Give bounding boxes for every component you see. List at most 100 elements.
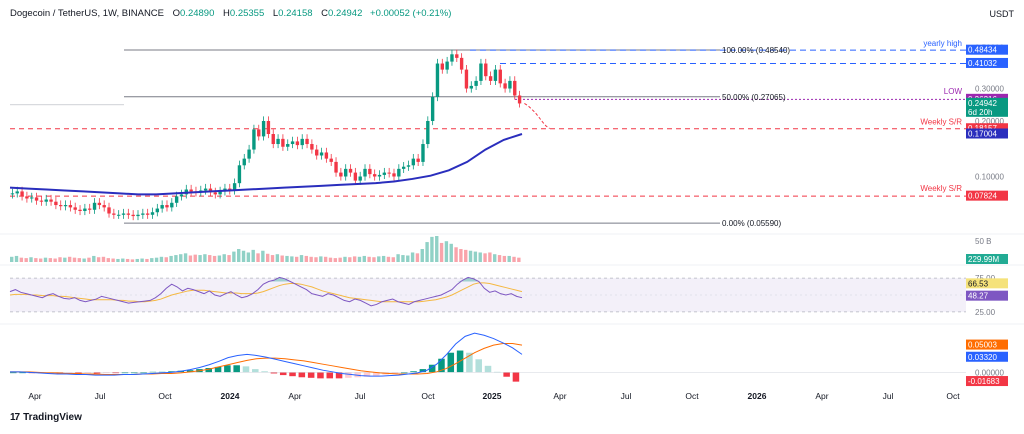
ema-line bbox=[9, 133, 523, 196]
macd-histogram-bar bbox=[224, 365, 231, 373]
signal-value-tag bbox=[966, 351, 1008, 362]
macd-histogram-bar bbox=[270, 372, 278, 374]
tradingview-logo[interactable]: 17 TradingView bbox=[10, 412, 82, 423]
volume-bar bbox=[237, 249, 241, 262]
candle-body bbox=[430, 96, 435, 121]
volume-bar bbox=[425, 242, 429, 262]
volume-bar bbox=[232, 251, 236, 262]
macd-histogram-bar bbox=[326, 372, 334, 379]
price-tag-text: 0.17004 bbox=[968, 129, 997, 138]
volume-bar bbox=[270, 255, 275, 262]
candle-body bbox=[450, 54, 454, 62]
volume-bar bbox=[502, 255, 507, 262]
macd-histogram-bar bbox=[438, 358, 445, 373]
macd-histogram-bar bbox=[428, 364, 436, 373]
candle-body bbox=[83, 208, 87, 211]
candle-body bbox=[218, 191, 222, 195]
time-tick-label: Oct bbox=[158, 391, 172, 401]
volume-bar bbox=[222, 254, 226, 262]
time-tick-label: Oct bbox=[421, 391, 435, 401]
volume-tag-text: 229.99M bbox=[968, 255, 999, 264]
time-tick-label: Jul bbox=[95, 391, 106, 401]
candle-body bbox=[401, 166, 406, 169]
candle-body bbox=[392, 173, 396, 177]
volume-bar bbox=[261, 250, 265, 262]
volume-bar bbox=[111, 258, 115, 262]
volume-bar bbox=[130, 259, 135, 262]
hist-value-tag bbox=[966, 376, 1008, 387]
volume-bar bbox=[38, 258, 43, 262]
candle-body bbox=[455, 54, 459, 58]
candle-body bbox=[426, 120, 430, 145]
candle-body bbox=[141, 213, 145, 215]
candle-body bbox=[459, 57, 464, 70]
volume-bar bbox=[67, 256, 72, 262]
volume-bar bbox=[174, 255, 178, 262]
volume-bar bbox=[333, 258, 338, 262]
macd-histogram-bar bbox=[233, 365, 240, 373]
volume-bar bbox=[435, 236, 439, 262]
candle-body bbox=[493, 69, 498, 81]
volume-bar bbox=[77, 258, 82, 262]
volume-bar bbox=[280, 255, 284, 262]
volume-bar bbox=[164, 257, 168, 262]
volume-bar bbox=[19, 257, 24, 262]
fib-100-label: 100.00% (0.48540) bbox=[722, 46, 790, 55]
candle-body bbox=[59, 205, 63, 207]
candle-body bbox=[257, 129, 261, 137]
macd-histogram-bar bbox=[112, 372, 119, 374]
signal-value-text: 0.03320 bbox=[968, 353, 997, 362]
candle-body bbox=[445, 61, 449, 70]
candle-body bbox=[368, 168, 372, 175]
macd-histogram-bar bbox=[93, 372, 101, 374]
macd-histogram-bar bbox=[289, 372, 296, 377]
candle-body bbox=[150, 212, 155, 215]
macd-histogram-bar bbox=[475, 359, 482, 373]
time-tick-label: Oct bbox=[946, 391, 960, 401]
candle-body bbox=[247, 149, 251, 159]
price-tag bbox=[966, 190, 1008, 201]
macd-histogram-bar bbox=[279, 372, 287, 376]
candle-body bbox=[517, 95, 522, 104]
macd-histogram-bar bbox=[252, 369, 259, 373]
candle-body bbox=[440, 63, 444, 70]
weekly-sr-label-lower: Weekly S/R bbox=[920, 184, 962, 193]
price-tag-text: 6d 20h bbox=[968, 108, 992, 117]
volume-bar bbox=[10, 256, 14, 262]
volume-bar bbox=[517, 257, 521, 262]
rsi-value-text: 66.53 bbox=[968, 279, 989, 288]
volume-bar bbox=[246, 252, 251, 262]
price-tag bbox=[966, 106, 1008, 117]
candle-body bbox=[372, 174, 377, 177]
volume-bar bbox=[488, 252, 492, 262]
volume-bar bbox=[357, 256, 362, 262]
volume-bar bbox=[348, 257, 352, 262]
weekly-sr-label-upper: Weekly S/R bbox=[920, 118, 962, 127]
time-tick-label: 2024 bbox=[221, 391, 240, 401]
candle-body bbox=[484, 63, 488, 77]
rsi-ma-text: 48.27 bbox=[968, 292, 989, 301]
price-tag bbox=[966, 128, 1008, 139]
candle-body bbox=[334, 161, 338, 173]
candle-body bbox=[136, 214, 140, 217]
candle-body bbox=[319, 152, 324, 156]
currency-label[interactable]: USDT bbox=[989, 9, 1015, 19]
candle-body bbox=[121, 213, 126, 215]
price-tag-text: 0.24942 bbox=[968, 99, 997, 108]
volume-bar bbox=[323, 256, 328, 262]
volume-bar bbox=[396, 254, 400, 262]
macd-histogram-bar bbox=[345, 372, 352, 378]
volume-bar bbox=[343, 256, 347, 262]
rsi-value-tag bbox=[966, 278, 1008, 289]
candle-body bbox=[112, 213, 116, 215]
candle-body bbox=[252, 129, 256, 150]
volume-bar bbox=[352, 256, 357, 262]
time-tick-label: Apr bbox=[288, 391, 301, 401]
candle-body bbox=[416, 158, 420, 162]
candle-body bbox=[488, 76, 493, 81]
volume-bar bbox=[449, 243, 453, 262]
volume-bar bbox=[48, 258, 53, 262]
candle-body bbox=[160, 205, 164, 209]
volume-bar bbox=[309, 256, 313, 262]
